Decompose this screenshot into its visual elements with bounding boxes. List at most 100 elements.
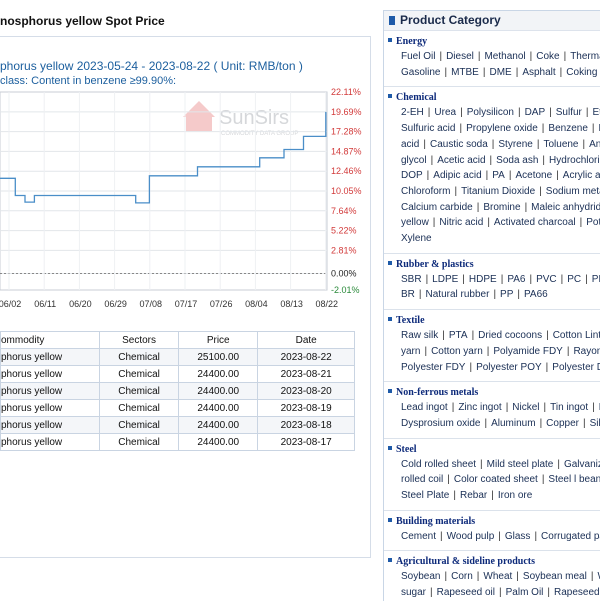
category-link[interactable]: Rapeseed oil bbox=[437, 587, 495, 598]
category-link[interactable]: Maleic anhydride bbox=[531, 202, 600, 213]
category-link[interactable]: PTA bbox=[449, 330, 468, 341]
category-link[interactable]: Asphalt bbox=[522, 67, 555, 78]
commodity-cell[interactable]: phorus yellow bbox=[1, 366, 100, 383]
category-link[interactable]: HDPE bbox=[469, 274, 497, 285]
category-link[interactable]: Dried cocoons bbox=[478, 330, 542, 341]
commodity-cell[interactable]: phorus yellow bbox=[1, 400, 100, 417]
category-link[interactable]: Diesel bbox=[446, 51, 474, 62]
category-link[interactable]: Activated charcoal bbox=[494, 217, 576, 228]
category-link[interactable]: Thermal bbox=[570, 51, 600, 62]
category-link[interactable]: Steel Plate bbox=[401, 490, 449, 501]
category-link[interactable]: Rapeseed bbox=[554, 587, 600, 598]
category-link[interactable]: DAP bbox=[525, 107, 546, 118]
category-link[interactable]: Soybean bbox=[401, 571, 440, 582]
section-title[interactable]: Chemical bbox=[384, 91, 600, 105]
section-name[interactable]: Agricultural & sideline products bbox=[396, 556, 535, 567]
category-link[interactable]: Adipic acid bbox=[433, 170, 481, 181]
category-link[interactable]: Polyester POY bbox=[476, 362, 542, 373]
category-link[interactable]: Anili bbox=[589, 139, 600, 150]
section-title[interactable]: Building materials bbox=[384, 515, 600, 529]
category-link[interactable]: Nickel bbox=[512, 402, 539, 413]
category-link[interactable]: DOP bbox=[401, 170, 423, 181]
category-link[interactable]: Rebar bbox=[460, 490, 487, 501]
category-link[interactable]: Raw silk bbox=[401, 330, 438, 341]
category-link[interactable]: Sulfuric acid bbox=[401, 123, 455, 134]
category-link[interactable]: Chloroform bbox=[401, 186, 450, 197]
category-link[interactable]: Calcium carbide bbox=[401, 202, 473, 213]
category-link[interactable]: Color coated sheet bbox=[454, 474, 538, 485]
section-name[interactable]: Steel bbox=[396, 444, 417, 455]
category-link[interactable]: PP bbox=[500, 289, 513, 300]
category-link[interactable]: Urea bbox=[434, 107, 456, 118]
category-link[interactable]: Cold rolled sheet bbox=[401, 459, 476, 470]
category-link[interactable]: Cement bbox=[401, 531, 436, 542]
category-link[interactable]: Benzene bbox=[548, 123, 587, 134]
section-title[interactable]: Agricultural & sideline products bbox=[384, 555, 600, 569]
category-link[interactable]: BR bbox=[401, 289, 415, 300]
category-link[interactable]: Copper bbox=[546, 418, 579, 429]
category-link[interactable]: yarn bbox=[401, 346, 420, 357]
section-title[interactable]: Textile bbox=[384, 314, 600, 328]
category-link[interactable]: rolled coil bbox=[401, 474, 443, 485]
commodity-cell[interactable]: phorus yellow bbox=[1, 417, 100, 434]
category-link[interactable]: Natural rubber bbox=[426, 289, 490, 300]
category-link[interactable]: Dysprosium oxide bbox=[401, 418, 480, 429]
category-link[interactable]: Polyester FDY bbox=[401, 362, 465, 373]
category-link[interactable]: Wood pulp bbox=[447, 531, 495, 542]
category-link[interactable]: PA66 bbox=[524, 289, 548, 300]
category-link[interactable]: sugar bbox=[401, 587, 426, 598]
category-link[interactable]: MTBE bbox=[451, 67, 479, 78]
category-link[interactable]: PET bbox=[592, 274, 600, 285]
category-link[interactable]: PA bbox=[492, 170, 505, 181]
section-name[interactable]: Building materials bbox=[396, 516, 475, 527]
category-link[interactable]: Acrylic aci bbox=[563, 170, 600, 181]
category-link[interactable]: Bromine bbox=[483, 202, 520, 213]
category-link[interactable]: Wheat bbox=[483, 571, 512, 582]
category-link[interactable]: Lead ingot bbox=[401, 402, 448, 413]
category-link[interactable]: PA6 bbox=[507, 274, 525, 285]
category-link[interactable]: Propylene oxide bbox=[466, 123, 538, 134]
category-link[interactable]: Galvanized bbox=[564, 459, 600, 470]
category-link[interactable]: Aluminum bbox=[491, 418, 535, 429]
category-link[interactable]: Polyester DT bbox=[552, 362, 600, 373]
category-link[interactable]: Coke bbox=[536, 51, 559, 62]
section-name[interactable]: Rubber & plastics bbox=[396, 259, 474, 270]
category-link[interactable]: Acetone bbox=[515, 170, 552, 181]
category-link[interactable]: Palm Oil bbox=[506, 587, 544, 598]
commodity-cell[interactable]: phorus yellow bbox=[1, 349, 100, 366]
category-link[interactable]: glycol bbox=[401, 155, 427, 166]
category-link[interactable]: Mild steel plate bbox=[487, 459, 554, 470]
category-link[interactable]: Gasoline bbox=[401, 67, 440, 78]
category-link[interactable]: Soybean meal bbox=[523, 571, 587, 582]
category-link[interactable]: acid bbox=[401, 139, 419, 150]
commodity-cell[interactable]: phorus yellow bbox=[1, 383, 100, 400]
section-name[interactable]: Energy bbox=[396, 36, 427, 47]
section-title[interactable]: Steel bbox=[384, 443, 600, 457]
category-link[interactable]: Coking co bbox=[566, 67, 600, 78]
section-name[interactable]: Textile bbox=[396, 315, 425, 326]
category-link[interactable]: Zinc ingot bbox=[458, 402, 501, 413]
category-link[interactable]: LDPE bbox=[432, 274, 458, 285]
category-link[interactable]: Eth bbox=[592, 107, 600, 118]
category-link[interactable]: Styrene bbox=[498, 139, 532, 150]
category-link[interactable]: Methanol bbox=[484, 51, 525, 62]
category-link[interactable]: Tin ingot bbox=[550, 402, 588, 413]
section-title[interactable]: Energy bbox=[384, 35, 600, 49]
category-link[interactable]: Potas bbox=[586, 217, 600, 228]
commodity-cell[interactable]: phorus yellow bbox=[1, 434, 100, 451]
category-link[interactable]: Acetic acid bbox=[437, 155, 485, 166]
category-link[interactable]: Glass bbox=[505, 531, 531, 542]
category-link[interactable]: Toluene bbox=[543, 139, 578, 150]
category-link[interactable]: Cotton Lint bbox=[553, 330, 600, 341]
category-link[interactable]: Hydrochloric a bbox=[549, 155, 600, 166]
category-link[interactable]: Polysilicon bbox=[467, 107, 514, 118]
category-link[interactable]: Rayon y bbox=[573, 346, 600, 357]
category-link[interactable]: PVC bbox=[536, 274, 557, 285]
category-link[interactable]: Steel l bean bbox=[548, 474, 600, 485]
category-link[interactable]: Nitric acid bbox=[439, 217, 483, 228]
category-link[interactable]: Iron ore bbox=[498, 490, 532, 501]
category-link[interactable]: Soda ash bbox=[496, 155, 538, 166]
category-link[interactable]: Sodium metab bbox=[546, 186, 600, 197]
category-link[interactable]: Corrugated pap bbox=[541, 531, 600, 542]
category-link[interactable]: Xylene bbox=[401, 233, 432, 244]
